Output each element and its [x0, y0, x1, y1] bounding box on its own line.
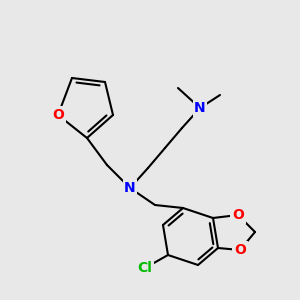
- Text: N: N: [194, 101, 206, 115]
- Text: O: O: [234, 243, 246, 257]
- Text: Cl: Cl: [138, 261, 152, 275]
- Text: N: N: [124, 181, 136, 195]
- Text: O: O: [232, 208, 244, 222]
- Text: O: O: [52, 108, 64, 122]
